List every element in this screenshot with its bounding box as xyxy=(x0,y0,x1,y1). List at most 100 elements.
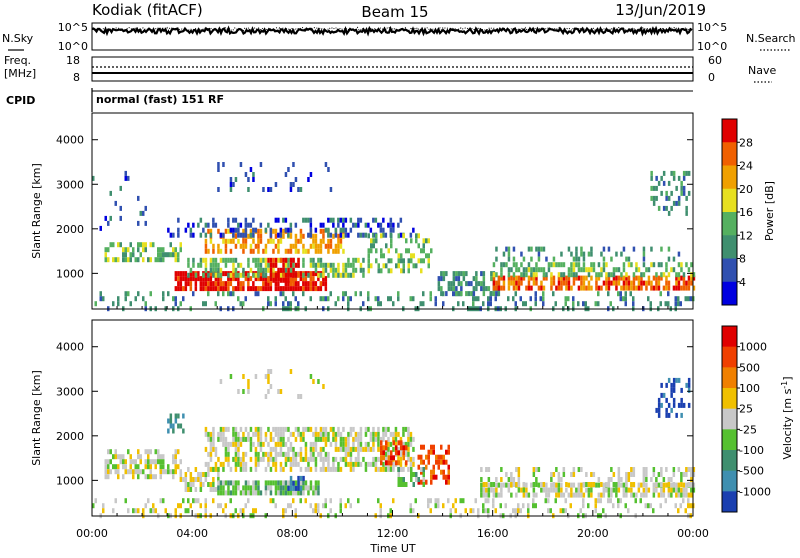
range-cell xyxy=(317,272,320,278)
range-cell xyxy=(302,480,305,486)
range-cell xyxy=(247,389,250,394)
range-cell xyxy=(124,247,127,253)
time-axis-ticks: 00:00 04:00 08:00 12:00 16:00 20:00 00:00 xyxy=(76,306,709,540)
range-cell xyxy=(117,474,120,480)
range-cell xyxy=(229,248,233,254)
range-cell xyxy=(474,296,477,302)
range-cell xyxy=(234,272,238,278)
range-cell xyxy=(292,461,295,467)
range-cell xyxy=(267,389,270,394)
range-cell xyxy=(312,451,315,457)
range-cell xyxy=(287,451,290,457)
range-cell xyxy=(257,436,260,442)
range-cell xyxy=(274,286,278,292)
range-cell xyxy=(222,431,225,437)
range-cell xyxy=(289,485,293,491)
range-cell xyxy=(607,477,611,482)
range-cell xyxy=(534,301,537,307)
range-cell xyxy=(232,262,235,268)
range-cell xyxy=(252,232,255,238)
range-cell xyxy=(645,267,648,273)
range-cell xyxy=(677,200,681,206)
range-cell xyxy=(384,466,388,472)
range-cell xyxy=(557,272,561,278)
range-cell xyxy=(679,503,682,509)
range-cell xyxy=(560,477,563,482)
range-cell xyxy=(319,228,323,234)
range-cell xyxy=(297,272,300,278)
range-cell xyxy=(667,492,671,498)
range-cell xyxy=(122,464,125,470)
range-cell xyxy=(179,423,183,429)
range-cell xyxy=(229,182,233,187)
range-cell xyxy=(247,222,250,228)
range-cell xyxy=(182,498,185,504)
range-cell xyxy=(319,466,323,472)
range-cell xyxy=(182,296,185,302)
range-cell xyxy=(274,441,278,447)
range-cell xyxy=(344,232,348,238)
range-cell xyxy=(402,426,405,432)
range-cell xyxy=(482,271,486,277)
range-cell xyxy=(169,232,173,238)
range-cell xyxy=(657,205,661,211)
range-cell xyxy=(319,262,323,268)
range-cell xyxy=(242,466,245,472)
range-cell xyxy=(627,275,631,281)
range-cell xyxy=(259,426,263,432)
colorbar-frame xyxy=(721,325,738,513)
range-cell xyxy=(319,296,322,302)
range-cell xyxy=(550,272,553,278)
range-cell xyxy=(375,248,378,254)
range-cell xyxy=(327,227,330,233)
range-cell xyxy=(492,503,495,509)
range-cell xyxy=(212,272,215,278)
range-cell xyxy=(480,482,483,488)
range-cell xyxy=(687,275,691,281)
range-cell xyxy=(119,242,122,248)
range-cell xyxy=(670,477,673,482)
range-cell xyxy=(149,449,152,455)
range-cell xyxy=(447,286,451,292)
range-cell xyxy=(472,508,475,514)
range-cell xyxy=(385,243,388,249)
range-cell xyxy=(689,296,692,302)
range-cell xyxy=(347,301,350,307)
range-cell xyxy=(284,172,288,177)
range-cell xyxy=(615,285,618,291)
range-cell xyxy=(147,257,150,263)
range-cell xyxy=(657,397,661,403)
range-cell xyxy=(137,474,140,480)
range-cell xyxy=(394,441,398,447)
range-cell xyxy=(204,508,207,514)
range-cell xyxy=(142,469,145,475)
range-cell xyxy=(630,262,633,268)
power-ylabel: Slant Range [km] xyxy=(30,163,43,259)
range-cell xyxy=(317,276,320,282)
range-cell xyxy=(582,482,586,487)
range-cell xyxy=(304,276,308,282)
range-cell xyxy=(314,243,318,249)
range-cell xyxy=(434,503,437,509)
velocity-colorbar-label-main: Velocity [m s xyxy=(781,388,794,459)
range-cell xyxy=(442,469,445,475)
range-cell xyxy=(324,441,328,447)
range-cell xyxy=(204,262,208,268)
range-cell xyxy=(304,426,308,432)
range-cell xyxy=(297,257,300,263)
range-cell xyxy=(257,461,260,467)
range-cell xyxy=(289,475,293,481)
range-cell xyxy=(384,426,388,432)
range-cell xyxy=(177,413,180,419)
range-cell xyxy=(292,490,295,496)
range-cell xyxy=(269,267,273,273)
range-cell xyxy=(487,482,491,488)
range-cell xyxy=(219,257,223,263)
range-cell xyxy=(242,281,245,287)
range-cell xyxy=(539,296,542,302)
range-cell xyxy=(692,275,696,281)
range-cell xyxy=(284,441,288,447)
range-cell xyxy=(114,498,117,504)
range-cell xyxy=(582,498,585,504)
range-cell xyxy=(149,469,152,475)
